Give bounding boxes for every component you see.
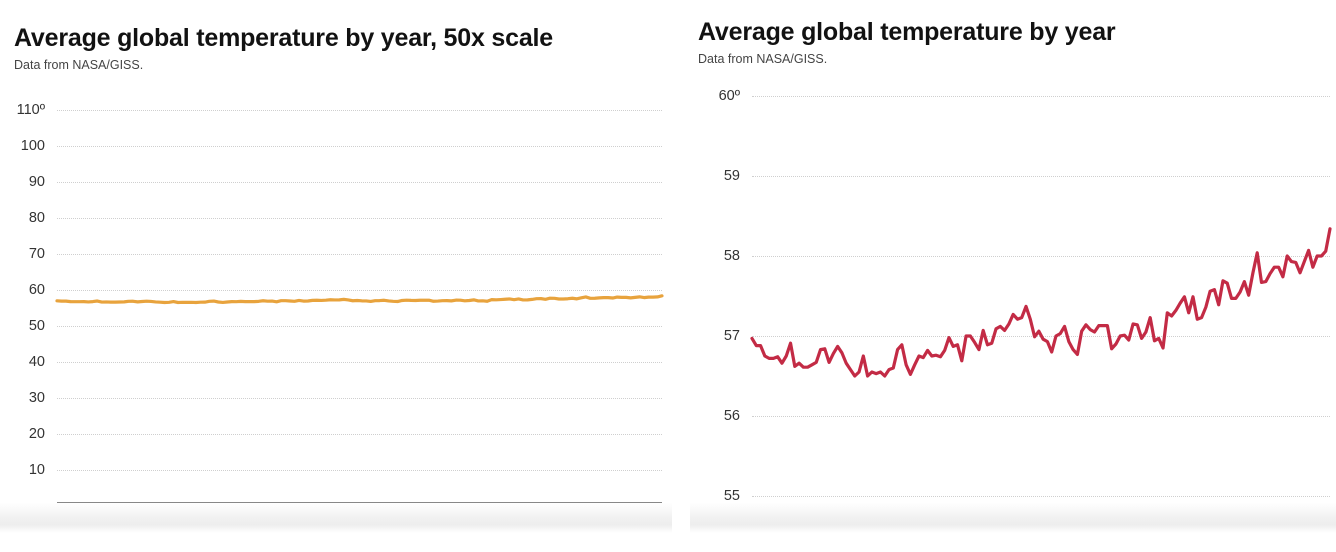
left-ytick-label: 110º — [16, 101, 45, 118]
left-ytick-label: 80 — [28, 209, 45, 226]
left-ytick-label: 20 — [28, 425, 45, 442]
right-data-line — [750, 227, 1332, 378]
left-ytick-label: 100 — [20, 137, 45, 154]
left-ytick-label: 40 — [28, 353, 45, 370]
left-ytick-label: 10 — [28, 461, 45, 478]
gridline-y — [57, 145, 662, 147]
gridline-y — [57, 253, 662, 255]
gridline-y — [57, 325, 662, 327]
left-series-layer — [55, 294, 664, 305]
right-ytick-label: 59 — [723, 168, 740, 184]
plot-area-right: 55 56 57 58 59 60º 1900 1925 1950 1975 2000 — [690, 76, 1336, 520]
gridline-y — [57, 397, 662, 399]
chart-panel-left: Average global temperature by year, 50x … — [0, 24, 672, 533]
left-x-axis-line — [57, 502, 662, 503]
left-ytick-label: 70 — [28, 245, 45, 262]
left-xtick-label: 1900 — [130, 516, 163, 532]
chart-subtitle-left: Data from NASA/GISS. — [14, 58, 144, 72]
gridline-y — [752, 496, 1330, 497]
gridline-y — [752, 176, 1330, 177]
gridline-y — [752, 256, 1330, 257]
right-ytick-label: 56 — [723, 408, 740, 424]
gridline-y — [57, 433, 662, 435]
gridline-y — [57, 469, 662, 471]
chart-panel-right: Average global temperature by year Data … — [690, 0, 1336, 552]
left-xtick-label: 2000 — [578, 516, 611, 532]
chart-subtitle-right: Data from NASA/GISS. — [698, 52, 828, 66]
left-data-line — [55, 294, 664, 305]
gridline-y — [57, 181, 662, 183]
page-title-left: Average global temperature by year, 50x … — [14, 24, 553, 52]
gridline-y — [752, 416, 1330, 417]
left-ytick-label: 30 — [28, 389, 45, 406]
page-title-right: Average global temperature by year — [698, 18, 1116, 46]
left-ytick-label: 90 — [28, 173, 45, 190]
right-series-layer — [750, 227, 1332, 378]
left-ytick-label: 60 — [28, 281, 45, 298]
gridline-y — [752, 96, 1330, 97]
gridline-y — [57, 361, 662, 363]
gridline-y — [57, 217, 662, 219]
right-ytick-label: 58 — [723, 248, 740, 264]
gridline-y — [57, 289, 662, 291]
left-xtick-label: 1975 — [466, 516, 499, 532]
right-ytick-label: 55 — [723, 488, 740, 504]
right-ytick-label: 60º — [718, 88, 740, 104]
gridline-y — [57, 109, 662, 111]
left-xtick-label: 1950 — [354, 516, 387, 532]
left-xtick-label: 1925 — [242, 516, 275, 532]
plot-area-left: 10 20 30 40 50 60 70 80 90 100 110º 1900 1925 1950 197… — [0, 80, 672, 532]
right-ytick-label: 57 — [723, 328, 740, 344]
left-ytick-label: 50 — [28, 317, 45, 334]
